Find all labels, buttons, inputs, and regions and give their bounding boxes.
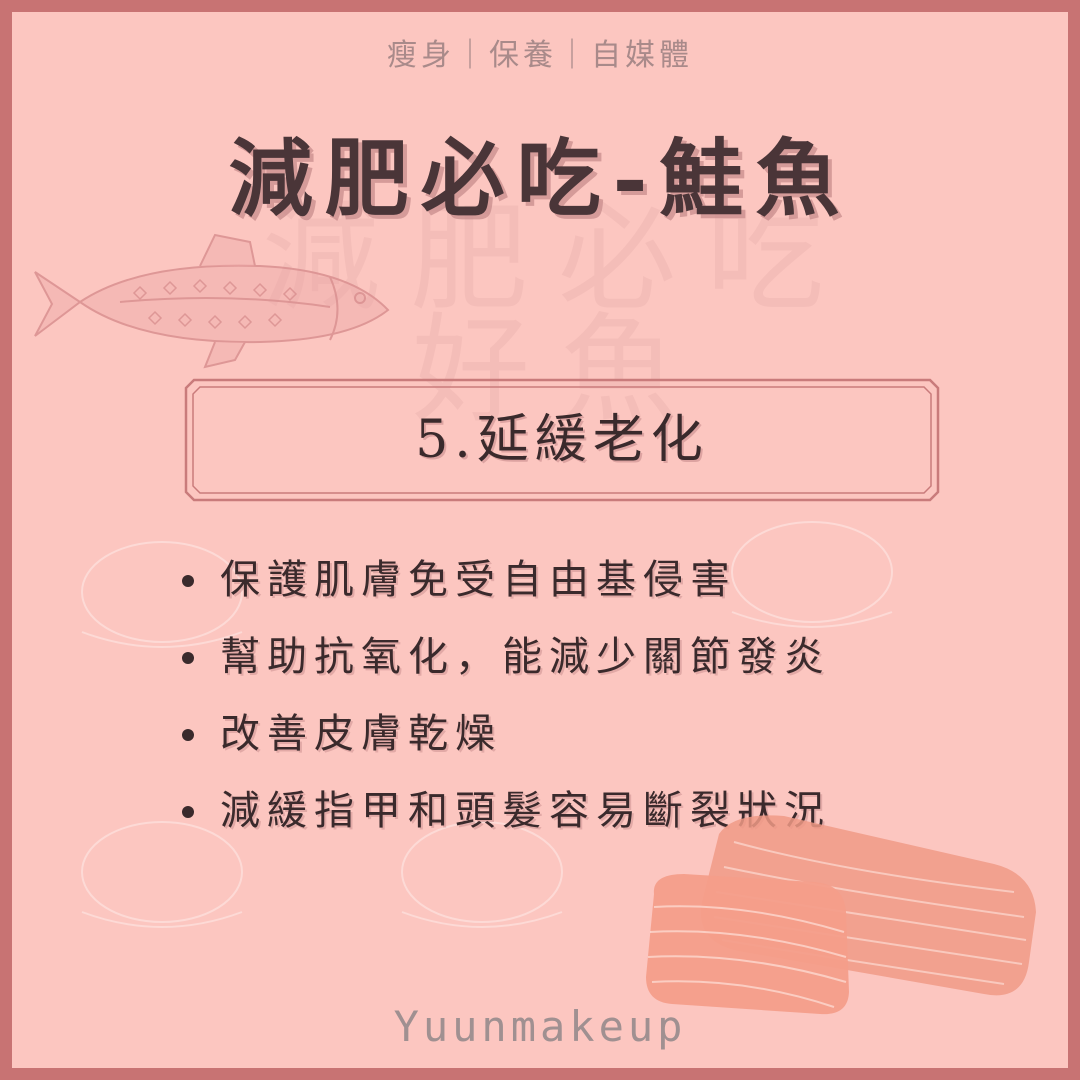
bullet-dot-icon [182,729,194,741]
background-doodles [81,521,893,928]
salmon-fillet-illustration [646,815,1036,1015]
bullet-dot-icon [182,806,194,818]
list-item-text: 保護肌膚免受自由基侵害 [220,557,737,603]
title-watermark-line2: 好魚 [412,301,709,439]
bullet-dot-icon [182,652,194,664]
brand-footer: Yuunmakeup [393,1002,687,1051]
list-item-text: 改善皮膚乾燥 [220,711,502,757]
title-watermark-line1: 減肥必吃 [262,189,855,327]
section-title: 5.延緩老化 [415,410,709,470]
list-item: 改善皮膚乾燥 [182,696,831,773]
tagline: 瘦身｜保養｜自媒體 [387,38,693,73]
section-header-box: 5.延緩老化 [184,378,940,502]
salmon-fish-illustration [34,233,390,369]
card-frame: 瘦身｜保養｜自媒體 減肥必吃 好魚 減肥必吃-鮭魚 [12,12,1068,1068]
list-item-text: 幫助抗氧化，能減少關節發炎 [220,634,831,680]
section-frame-border [184,378,940,502]
list-item-text: 減緩指甲和頭髮容易斷裂狀況 [220,788,831,834]
page-title: 減肥必吃-鮭魚 [228,129,852,228]
list-item: 幫助抗氧化，能減少關節發炎 [182,619,831,696]
list-item: 保護肌膚免受自由基侵害 [182,542,831,619]
benefit-list: 保護肌膚免受自由基侵害 幫助抗氧化，能減少關節發炎 改善皮膚乾燥 減緩指甲和頭髮… [182,542,831,850]
list-item: 減緩指甲和頭髮容易斷裂狀況 [182,773,831,850]
bullet-dot-icon [182,575,194,587]
